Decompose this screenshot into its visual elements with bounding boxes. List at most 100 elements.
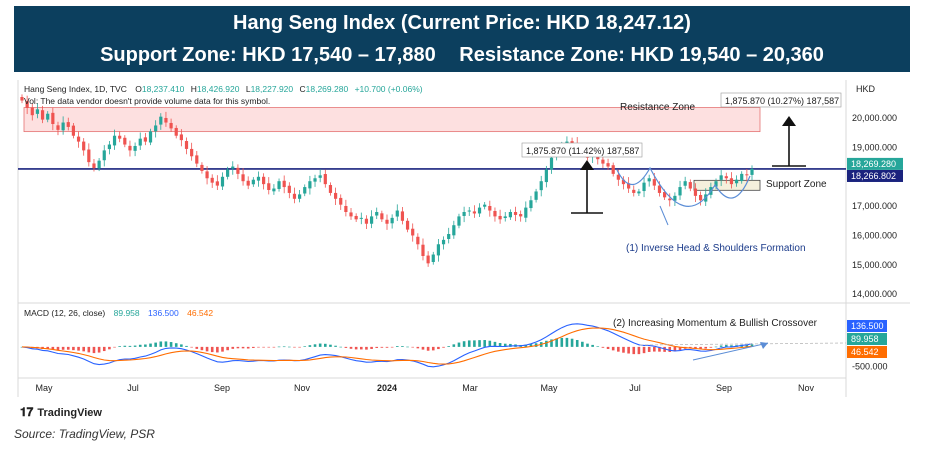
macd-hist-bar <box>431 346 435 351</box>
candle-body <box>35 109 40 114</box>
candle-body <box>400 211 405 221</box>
hist-value: 46.542 <box>187 308 213 318</box>
close-label: C <box>300 84 306 94</box>
candle-body <box>426 255 430 264</box>
momentum-arrow <box>692 342 769 361</box>
candle-body <box>138 138 142 146</box>
macd-hist-bar <box>714 346 718 348</box>
macd-hist-bar <box>529 344 533 347</box>
time-tick-label: Jul <box>127 383 139 393</box>
macd-hist-bar <box>411 346 415 348</box>
macd-hist-bar <box>673 346 677 352</box>
candle-body <box>483 204 487 207</box>
candle-body <box>246 180 250 186</box>
candle-body <box>262 176 266 185</box>
chart-title: Hang Seng Index (Current Price: HKD 18,2… <box>233 12 691 34</box>
candle-body <box>231 166 235 169</box>
candle-body <box>210 177 214 183</box>
macd-hist-bar <box>642 346 646 354</box>
candle-body <box>251 179 255 185</box>
ohlc-legend: Hang Seng Index, 1D, TVC O18,237.410 H18… <box>24 84 423 94</box>
macd-hist-bar <box>606 346 610 349</box>
candle-body <box>333 192 338 199</box>
candle-body <box>354 215 358 220</box>
candle-body <box>632 189 636 193</box>
candle-body <box>318 175 322 178</box>
candle-body <box>740 173 744 182</box>
time-tick-label: May <box>540 383 558 393</box>
candle-body <box>503 216 507 219</box>
price-tick-label: 15,000.000 <box>852 260 897 270</box>
candle-body <box>20 97 24 101</box>
candle-body <box>683 181 687 186</box>
macd-hist-bar <box>92 346 96 354</box>
macd-hist-bar <box>277 346 281 348</box>
candle-body <box>82 141 86 151</box>
head-shoulders-curve <box>616 166 751 207</box>
support-zone-rect <box>693 179 761 191</box>
macd-hist-bar <box>591 344 594 347</box>
macd-hist-bar <box>647 346 651 352</box>
candle-body <box>524 207 528 218</box>
macd-hist-bar <box>622 346 625 353</box>
candle-body <box>164 117 168 123</box>
macd-hist-bar <box>498 343 502 347</box>
macd-hist-bar <box>344 346 348 348</box>
macd-hist-bar <box>180 344 183 347</box>
macd-hist-bar <box>452 344 456 347</box>
candle-body <box>647 178 651 182</box>
candle-body <box>652 179 656 186</box>
macd-value: 89.958 <box>114 308 140 318</box>
candle-body <box>539 181 543 191</box>
macd-hist-bar <box>82 346 85 352</box>
macd-tag-box <box>847 346 887 358</box>
macd-hist-bar <box>586 343 589 347</box>
macd-hist-bar <box>550 339 553 347</box>
macd-hist-bar <box>627 346 630 354</box>
candle-body <box>364 218 369 224</box>
macd-hist-bar <box>560 337 564 347</box>
macd-hist-bar <box>745 344 749 347</box>
time-tick-label: Mar <box>462 383 478 393</box>
macd-hist-bar <box>87 346 91 353</box>
macd-hist-bar <box>185 345 188 347</box>
macd-hist-bar <box>72 346 75 351</box>
candle-body <box>267 183 271 190</box>
support-zone-label: Support Zone <box>766 179 827 190</box>
price-tick-label: 19,000.000 <box>852 142 897 152</box>
macd-hist-bar <box>668 346 672 352</box>
candle-body <box>611 165 615 174</box>
candle-body <box>51 112 55 124</box>
macd-hist-bar <box>617 346 620 352</box>
macd-hist-bar <box>293 346 296 348</box>
macd-hist-bar <box>380 346 384 348</box>
macd-hist-bar <box>210 346 214 353</box>
candle-body <box>87 149 91 163</box>
measure-label-left: 1,875.870 (11.42%) 187,587 <box>526 146 639 156</box>
macd-hist-bar <box>719 345 723 347</box>
candle-body <box>734 179 739 184</box>
price-tick-label: 14,000.000 <box>852 289 897 299</box>
candle-body <box>344 205 348 212</box>
macd-hist-bar <box>565 337 569 347</box>
candle-body <box>184 141 189 149</box>
low-label: L <box>246 84 251 94</box>
macd-hist-bar <box>298 346 301 348</box>
macd-hist-bar <box>205 346 209 352</box>
candle-body <box>508 212 512 218</box>
candle-body <box>519 214 523 217</box>
candle-body <box>534 191 538 200</box>
candle-body <box>745 174 749 176</box>
candle-body <box>421 244 425 256</box>
candle-body <box>195 155 199 164</box>
macd-hist-bar <box>159 341 163 347</box>
price-axis-ticks: 20,000.000 19,000.000 17,000.000 16,000.000… <box>852 113 897 299</box>
macd-hist-bar <box>144 344 147 347</box>
candle-body <box>467 210 471 212</box>
candle-body <box>92 163 96 168</box>
macd-hist-bar <box>329 344 332 347</box>
macd-hist-bar <box>483 340 486 347</box>
high-label: H <box>191 84 197 94</box>
macd-hist-bar <box>56 346 60 351</box>
